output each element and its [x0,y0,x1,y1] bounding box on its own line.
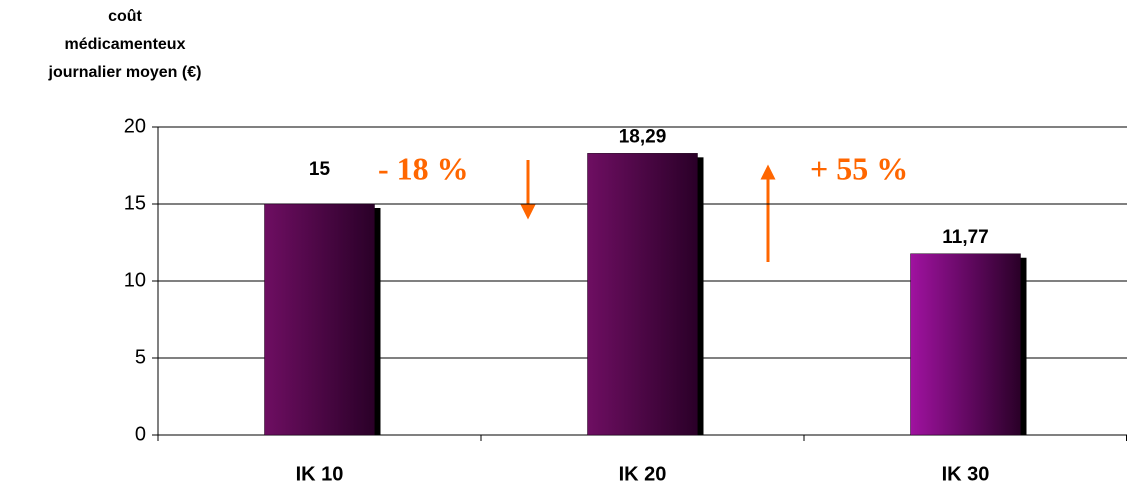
y-tick-label: 20 [124,115,146,137]
y-tick-label: 0 [135,423,146,445]
x-tick-label: IK 20 [619,463,667,485]
value-label: 11,77 [942,227,989,248]
value-label: 18,29 [619,126,667,147]
y-axis-label: journalier moyen (€) [48,64,202,81]
y-tick-label: 10 [124,269,146,291]
x-tick-label: IK 30 [942,463,990,485]
bar [910,253,1021,436]
y-axis-label: médicamenteux [65,36,186,53]
x-tick-label: IK 10 [296,463,344,485]
value-label: 15 [309,159,331,180]
y-axis-label: coût [108,8,142,25]
y-tick-label: 15 [124,192,146,214]
bar [587,153,698,436]
y-tick-label: 5 [135,346,146,368]
annotation: + 55 % [810,150,908,186]
bar [264,203,375,436]
annotation: - 18 % [378,150,469,186]
